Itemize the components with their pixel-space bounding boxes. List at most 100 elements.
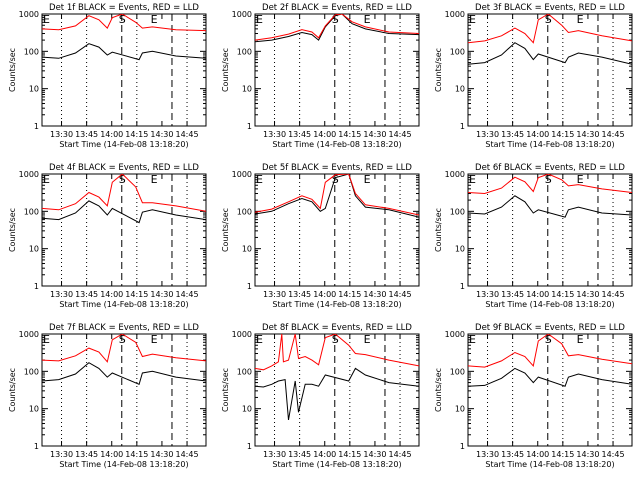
x-axis-label: Start Time (14-Feb-08 13:18:20) [59,140,188,149]
series-line-lld [255,174,419,216]
x-tick-label: 13:45 [501,290,524,299]
series-line-lld [42,14,206,32]
y-tick-label: 10 [29,405,39,414]
y-tick-label: 10 [455,85,465,94]
panel-title: Det 6f BLACK = Events, RED = LLD [475,163,625,173]
y-axis-label: Counts/sec [8,48,17,92]
event-marker-e: E [364,13,371,26]
panel-title: Det 9f BLACK = Events, RED = LLD [475,323,625,333]
event-marker-s: S [545,333,552,346]
event-marker-e: E [469,13,476,26]
x-axis-label: Start Time (14-Feb-08 13:18:20) [272,460,401,469]
x-tick-label: 13:30 [50,290,73,299]
y-axis-label: Counts/sec [434,368,443,412]
x-tick-label: 14:30 [576,130,599,139]
series-line-events [468,367,632,387]
series-line-lld [468,14,632,44]
y-tick-label: 10 [455,245,465,254]
series-line-lld [255,334,419,371]
event-marker-s: S [119,13,126,26]
event-marker-e: E [151,333,158,346]
event-marker-e: E [256,173,263,186]
y-axis-label: Counts/sec [221,48,230,92]
x-tick-label: 13:45 [75,290,98,299]
x-tick-label: 13:45 [288,450,311,459]
y-axis-label: Counts/sec [221,368,230,412]
x-tick-label: 14:30 [363,450,386,459]
y-tick-label: 1 [460,282,465,291]
event-marker-e: E [469,333,476,346]
y-tick-label: 10 [29,85,39,94]
plot-frame [41,333,207,447]
panel-title: Det 1f BLACK = Events, RED = LLD [49,3,199,13]
x-axis-label: Start Time (14-Feb-08 13:18:20) [59,460,188,469]
y-tick-label: 1 [460,442,465,451]
x-tick-label: 13:30 [50,450,73,459]
y-tick-label: 1 [247,442,252,451]
event-marker-e: E [43,13,50,26]
x-tick-label: 14:00 [313,450,336,459]
event-marker-e: E [151,13,158,26]
series-line-events [255,367,419,420]
plot-frame [467,333,633,447]
x-tick-label: 14:30 [576,290,599,299]
panel-title: Det 4f BLACK = Events, RED = LLD [49,163,199,173]
series-line-lld [42,174,206,212]
event-marker-s: S [119,173,126,186]
event-marker-e: E [469,173,476,186]
x-tick-label: 13:30 [263,130,286,139]
y-tick-label: 1000 [445,330,465,339]
x-tick-label: 13:45 [501,450,524,459]
x-tick-label: 14:15 [551,290,574,299]
y-tick-label: 1 [247,122,252,131]
x-tick-label: 13:45 [288,290,311,299]
panel-title: Det 5f BLACK = Events, RED = LLD [262,163,412,173]
x-tick-label: 13:30 [476,450,499,459]
y-axis-label: Counts/sec [8,208,17,252]
y-tick-label: 10 [242,245,252,254]
x-tick-label: 14:15 [338,450,361,459]
event-marker-e: E [43,333,50,346]
y-tick-label: 100 [237,367,252,376]
y-tick-label: 10 [455,405,465,414]
event-marker-s: S [332,13,339,26]
x-tick-label: 13:30 [50,130,73,139]
plot-frame [467,173,633,287]
y-tick-label: 100 [24,207,39,216]
y-tick-label: 1 [34,122,39,131]
event-marker-s: S [119,333,126,346]
x-tick-label: 14:15 [125,290,148,299]
y-tick-label: 10 [242,405,252,414]
x-tick-label: 14:15 [338,130,361,139]
plot-frame [41,173,207,287]
x-tick-label: 13:30 [476,290,499,299]
x-axis-label: Start Time (14-Feb-08 13:18:20) [272,140,401,149]
x-axis-label: Start Time (14-Feb-08 13:18:20) [59,300,188,309]
x-tick-label: 14:00 [526,290,549,299]
event-marker-e: E [256,13,263,26]
x-tick-label: 14:45 [389,290,412,299]
y-tick-label: 1000 [445,170,465,179]
x-tick-label: 13:45 [288,130,311,139]
x-tick-label: 14:45 [389,130,412,139]
x-tick-label: 14:00 [313,130,336,139]
x-tick-label: 14:30 [150,450,173,459]
x-tick-label: 13:45 [501,130,524,139]
y-tick-label: 10 [29,245,39,254]
y-axis-label: Counts/sec [434,48,443,92]
series-line-lld [255,14,419,41]
x-tick-label: 14:30 [363,130,386,139]
x-tick-label: 14:15 [551,450,574,459]
x-tick-label: 14:45 [602,450,625,459]
y-tick-label: 1000 [232,10,252,19]
series-line-events [468,195,632,218]
x-tick-label: 13:30 [263,290,286,299]
y-tick-label: 100 [24,367,39,376]
event-marker-s: S [332,173,339,186]
x-tick-label: 14:00 [100,130,123,139]
x-tick-label: 14:45 [176,290,199,299]
